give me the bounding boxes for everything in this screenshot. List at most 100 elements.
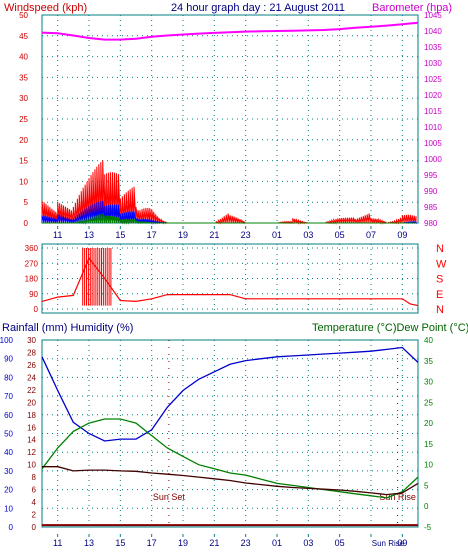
y2-tick-label: 1030	[424, 59, 442, 68]
humidity-tick-label: 40	[4, 448, 13, 457]
y-tick-label: 50	[19, 11, 28, 20]
y-tick-label: 10	[19, 177, 28, 186]
x-tick-label: 17	[147, 538, 157, 548]
x-tick-label: 23	[241, 538, 251, 548]
rain-tick-label: 12	[27, 448, 36, 457]
rain-tick-label: 30	[27, 336, 36, 345]
wind-direction-line	[41, 257, 419, 307]
y2-tick-label: 1015	[424, 107, 442, 116]
temp-tick-label: 0	[424, 502, 429, 511]
x-tick-label: 01	[272, 538, 282, 548]
x-tick-label: 19	[178, 230, 188, 240]
y2-tick-label: 1040	[424, 27, 442, 36]
compass-label: E	[436, 289, 443, 301]
x-tick-label: 09	[397, 538, 407, 548]
sunset-label: Sun Set	[153, 492, 186, 502]
compass-label: N	[436, 243, 444, 255]
x-tick-label: 03	[303, 230, 313, 240]
wind-gust-series	[41, 160, 417, 225]
compass-label: W	[436, 258, 447, 270]
temp-tick-label: 15	[424, 440, 433, 449]
x-tick-label: 09	[397, 230, 407, 240]
temp-tick-label: 40	[424, 336, 433, 345]
x-tick-label: 21	[209, 538, 219, 548]
humidity-tick-label: 80	[4, 373, 13, 382]
y2-tick-label: 1020	[424, 91, 442, 100]
wind-low-series	[42, 213, 416, 225]
humidity-tick-label: 20	[4, 486, 13, 495]
wind-direction-swings	[82, 248, 112, 306]
x-tick-label: 07	[366, 230, 376, 240]
temp-tick-label: 5	[424, 481, 429, 490]
humidity-tick-label: 90	[4, 355, 13, 364]
y-tick-label: 20	[19, 136, 28, 145]
y-tick-label: 40	[19, 53, 28, 62]
x-tick-label: 17	[147, 230, 157, 240]
temperature-line	[41, 418, 419, 499]
y2-tick-label: 995	[424, 171, 438, 180]
y-tick-label: 30	[19, 94, 28, 103]
rain-tick-label: 26	[27, 361, 36, 370]
y2-tick-label: 1035	[424, 43, 442, 52]
x-tick-label: 15	[115, 538, 125, 548]
direction-tick-label: 0	[34, 305, 39, 314]
rain-tick-label: 16	[27, 423, 36, 432]
y2-tick-label: 1010	[424, 123, 442, 132]
y-tick-label: 15	[19, 157, 28, 166]
humidity-tick-label: 100	[0, 336, 14, 345]
y-tick-label: 25	[19, 115, 28, 124]
rain-tick-label: 6	[32, 486, 37, 495]
temp-tick-label: 35	[424, 357, 433, 366]
x-tick-label: 01	[272, 230, 282, 240]
rain-tick-label: 20	[27, 398, 36, 407]
x-tick-label: 23	[241, 230, 251, 240]
humidity-tick-label: 70	[4, 392, 13, 401]
x-tick-label: 05	[335, 230, 345, 240]
y2-tick-label: 985	[424, 203, 438, 212]
humidity-line	[41, 346, 419, 442]
wind-barometer-panel: 0510152025303540455098098599099510001005…	[19, 11, 442, 240]
humidity-tick-label: 30	[4, 467, 13, 476]
temp-humidity-panel: 0102030405060708090100024681012141618202…	[0, 336, 433, 548]
y2-tick-label: 990	[424, 187, 438, 196]
x-tick-label: 19	[178, 538, 188, 548]
rain-tick-label: 10	[27, 461, 36, 470]
temp-dewpoint-label: Temperature (°C)Dew Point (°C)	[312, 322, 468, 334]
humidity-tick-label: 10	[4, 504, 13, 513]
x-tick-label: 13	[84, 538, 94, 548]
rain-tick-label: 8	[32, 473, 37, 482]
sunrise-label: Sun Rise	[379, 492, 416, 502]
x-tick-label: 21	[209, 230, 219, 240]
windspeed-label: Windspeed (kph)	[4, 2, 87, 14]
barometer-line	[41, 21, 419, 41]
x-tick-label: 11	[53, 230, 62, 240]
humidity-tick-label: 0	[9, 523, 14, 532]
temp-tick-label: 25	[424, 398, 433, 407]
rain-tick-label: 4	[32, 498, 37, 507]
sunrise-tick-label: Sun Rise	[372, 539, 405, 548]
temp-tick-label: 30	[424, 378, 433, 387]
dewpoint-line	[42, 466, 419, 496]
temp-tick-label: 10	[424, 461, 433, 470]
rain-tick-label: 14	[27, 436, 36, 445]
y-tick-label: 0	[24, 219, 29, 228]
x-tick-label: 15	[115, 230, 125, 240]
rain-tick-label: 0	[32, 523, 37, 532]
compass-label: S	[436, 274, 443, 286]
rain-humidity-label: Rainfall (mm) Humidity (%)	[2, 322, 133, 334]
humidity-tick-label: 60	[4, 411, 13, 420]
y2-tick-label: 980	[424, 219, 438, 228]
direction-tick-label: 90	[29, 290, 38, 299]
barometer-label: Barometer (hpa)	[372, 2, 452, 14]
y-tick-label: 5	[24, 198, 29, 207]
y2-tick-label: 1005	[424, 139, 442, 148]
temp-tick-label: -5	[424, 523, 432, 532]
temp-tick-label: 20	[424, 419, 433, 428]
rain-tick-label: 24	[27, 373, 36, 382]
y2-tick-label: 1000	[424, 155, 442, 164]
x-tick-label: 03	[303, 538, 313, 548]
x-tick-label: 05	[335, 538, 345, 548]
rain-tick-label: 28	[27, 348, 36, 357]
